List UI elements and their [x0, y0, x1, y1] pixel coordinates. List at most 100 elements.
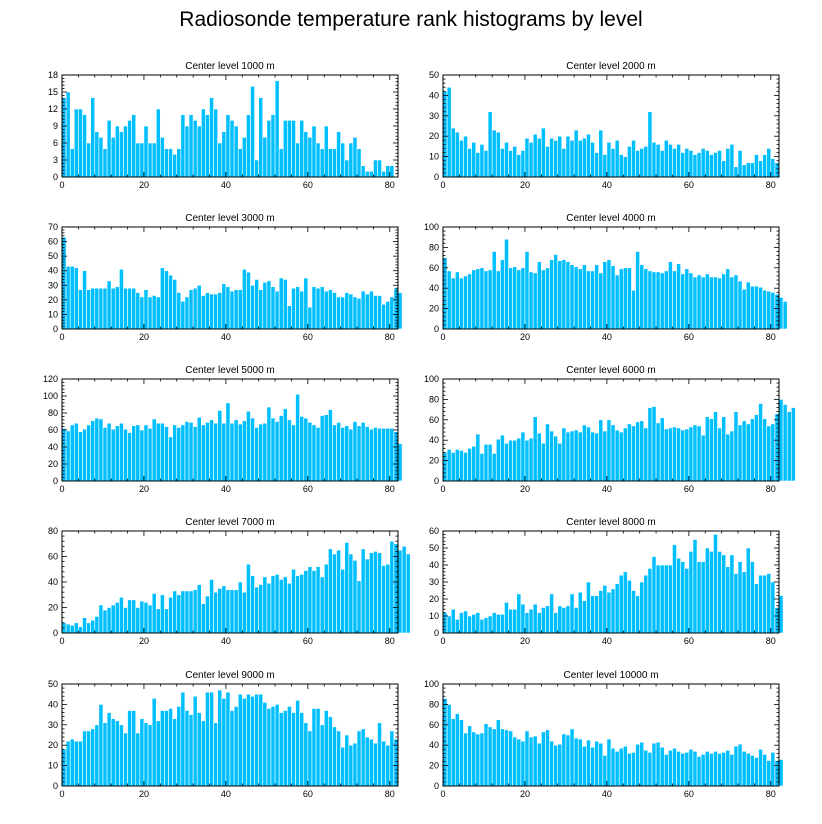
- histogram-bar: [590, 746, 595, 787]
- histogram-bar: [356, 298, 362, 330]
- histogram-bar: [360, 290, 366, 330]
- histogram-bar: [135, 142, 141, 178]
- y-tick-label: 0: [434, 324, 439, 334]
- histogram-bar: [495, 719, 501, 787]
- histogram-bar: [176, 594, 182, 634]
- histogram-bar: [549, 430, 554, 482]
- histogram-bar: [725, 749, 731, 787]
- histogram-bar: [532, 416, 538, 482]
- histogram-bar: [590, 595, 595, 634]
- histogram-bar: [139, 718, 145, 787]
- histogram-bar: [586, 133, 591, 178]
- histogram-bar: [147, 296, 153, 330]
- histogram-bar: [332, 148, 337, 178]
- histogram-bar: [713, 411, 718, 482]
- x-tick-label: 0: [59, 180, 64, 190]
- histogram-bar: [237, 693, 243, 787]
- histogram-bar: [287, 305, 292, 330]
- histogram-bar: [356, 730, 362, 787]
- histogram-bar: [241, 420, 247, 482]
- histogram-bar: [360, 422, 366, 482]
- y-tick-label: 9: [53, 121, 58, 131]
- histogram-bar: [246, 563, 251, 634]
- histogram-bar: [237, 289, 243, 330]
- histogram-bar: [172, 424, 178, 482]
- x-tick-label: 60: [303, 484, 313, 494]
- panel-4: Center level 4000 m 0 20 40 60 80 0 20 40 60 80 100: [424, 213, 788, 342]
- y-tick-label: 20: [48, 459, 58, 469]
- histogram-bar: [541, 731, 546, 787]
- histogram-bar: [622, 156, 628, 178]
- histogram-bar: [73, 267, 79, 330]
- y-tick-label: 100: [43, 391, 58, 401]
- histogram-bar: [303, 722, 309, 787]
- histogram-bar: [454, 449, 460, 482]
- histogram-bar: [151, 593, 157, 634]
- histogram-bar: [233, 706, 239, 787]
- histogram-bar: [274, 290, 280, 330]
- histogram-bar: [65, 740, 71, 787]
- histogram-bar: [516, 437, 522, 482]
- histogram-bar: [369, 428, 374, 482]
- histogram-bar: [598, 742, 604, 787]
- histogram-bar: [307, 306, 313, 330]
- histogram-bar: [69, 738, 75, 787]
- histogram-bar: [98, 704, 104, 787]
- histogram-bar: [315, 287, 321, 330]
- panel-10: Center level 10000 m 0 20 40 60 80 0 20 40 60 80 10…: [424, 670, 784, 799]
- histogram-bar: [467, 725, 472, 787]
- y-tick-label: 10: [429, 611, 439, 621]
- x-tick-label: 40: [602, 180, 612, 190]
- histogram-bar: [233, 419, 239, 482]
- histogram-bar: [475, 268, 481, 330]
- histogram-bar: [643, 427, 649, 482]
- histogram-bar: [90, 97, 96, 178]
- histogram-bar: [323, 290, 329, 330]
- histogram-bar: [364, 736, 370, 787]
- histogram-bar: [659, 272, 665, 330]
- plot-frame: [442, 226, 780, 330]
- histogram-bar: [541, 607, 546, 634]
- histogram-bar: [213, 722, 219, 787]
- histogram-bar: [545, 605, 550, 634]
- histogram-bar: [192, 426, 198, 482]
- histogram-bar: [311, 125, 317, 178]
- histogram-bar: [733, 274, 739, 330]
- histogram-bar: [65, 623, 71, 634]
- histogram-bar: [196, 584, 202, 634]
- histogram-bar: [582, 264, 587, 330]
- histogram-bar: [131, 287, 137, 330]
- histogram-bar: [73, 622, 79, 634]
- histogram-bar: [684, 568, 690, 634]
- histogram-bar: [340, 142, 346, 178]
- histogram-bar: [586, 426, 591, 482]
- y-tick-label: 0: [434, 476, 439, 486]
- histogram-bar: [569, 264, 575, 330]
- histogram-bar: [336, 549, 341, 634]
- histogram-bar: [622, 427, 628, 482]
- histogram-bar: [688, 272, 694, 330]
- histogram-bar: [454, 713, 460, 787]
- x-tick-label: 80: [385, 332, 395, 342]
- histogram-bar: [180, 590, 186, 634]
- histogram-bar: [102, 722, 108, 787]
- x-tick-label: 0: [59, 332, 64, 342]
- plot-frame: [442, 683, 780, 787]
- histogram-bar: [721, 554, 727, 634]
- histogram-bar: [717, 150, 722, 178]
- y-tick-label: 60: [48, 237, 58, 247]
- histogram-bar: [565, 261, 571, 330]
- histogram-bar: [155, 720, 161, 787]
- histogram-bar: [672, 148, 677, 178]
- histogram-bar: [643, 146, 649, 178]
- histogram-bar: [594, 595, 600, 634]
- x-tick-label: 80: [385, 180, 395, 190]
- histogram-bar: [82, 270, 87, 330]
- histogram-bar: [348, 142, 354, 178]
- y-tick-label: 100: [424, 679, 439, 689]
- x-tick-label: 40: [221, 789, 231, 799]
- histogram-bar: [754, 757, 759, 787]
- histogram-bar: [635, 251, 640, 330]
- histogram-bar: [180, 691, 186, 787]
- histogram-bar: [311, 424, 317, 482]
